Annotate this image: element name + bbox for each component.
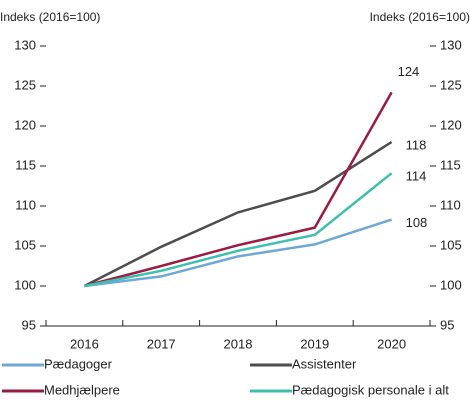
y-tick-label: 125	[14, 77, 36, 92]
y2-tick-label: 130	[440, 37, 462, 52]
y2-tick-label: 125	[440, 77, 462, 92]
y-axis-label: Indeks (2016=100)	[0, 10, 100, 24]
y-tick-label: 100	[14, 277, 36, 292]
y2-tick-label: 95	[440, 317, 454, 332]
y-tick-label: 120	[14, 117, 36, 132]
x-tick-label: 2018	[224, 336, 253, 351]
line	[83, 140, 393, 288]
legend-label: Pædagogisk personale i alt	[292, 382, 449, 397]
x-tick-label: 2017	[147, 336, 176, 351]
y2-tick-label: 120	[440, 117, 462, 132]
data-label: 114	[406, 169, 427, 184]
y-tick-label: 95	[22, 317, 36, 332]
data-label: 118	[406, 137, 427, 152]
x-tick-label: 2020	[377, 336, 406, 351]
line	[84, 218, 392, 288]
y-tick-label: 130	[14, 37, 36, 52]
y2-tick-label: 100	[440, 277, 462, 292]
data-label: 124	[398, 64, 420, 79]
line	[84, 172, 393, 288]
x-tick-label: 2019	[300, 336, 329, 351]
legend-label: Assistenter	[292, 356, 357, 371]
legend-label: Pædagoger	[44, 356, 113, 371]
y2-tick-label: 115	[440, 157, 461, 172]
legend-label: Medhjælpere	[44, 382, 120, 397]
x-tick-label: 2016	[70, 336, 99, 351]
line	[84, 91, 393, 288]
y-tick-label: 110	[15, 197, 36, 212]
y-tick-label: 115	[15, 157, 36, 172]
y2-axis-label: Indeks (2016=100)	[370, 10, 470, 24]
y2-tick-label: 105	[440, 237, 462, 252]
y2-tick-label: 110	[440, 197, 461, 212]
data-label: 108	[406, 215, 428, 230]
y-tick-label: 105	[14, 237, 36, 252]
